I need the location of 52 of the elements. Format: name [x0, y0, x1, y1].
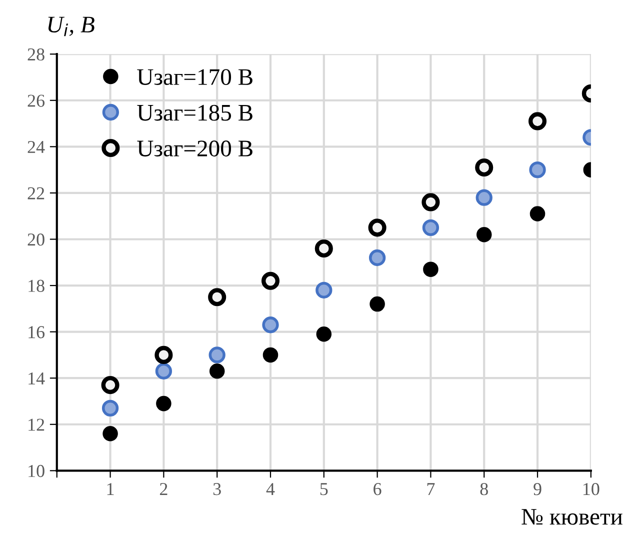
point — [316, 326, 332, 342]
x-tick-label: 7 — [427, 483, 435, 496]
point — [208, 288, 226, 306]
y-tick-label: 20 — [28, 234, 44, 246]
point — [154, 346, 173, 364]
y-tick-label: 26 — [28, 94, 45, 107]
point — [102, 400, 119, 417]
point — [209, 364, 225, 379]
y-tick-label: 18 — [28, 280, 44, 292]
y-tick-label: 12 — [28, 418, 44, 431]
legend-label: Uзаг=170 В — [137, 69, 252, 86]
y-tick-label: 22 — [28, 187, 44, 200]
point — [368, 218, 386, 237]
point — [155, 362, 172, 380]
point — [262, 347, 278, 363]
x-tick-label: 9 — [534, 483, 542, 496]
x-tick-label: 10 — [583, 482, 600, 496]
point — [262, 316, 279, 334]
y-tick-label: 16 — [28, 326, 45, 338]
point — [476, 226, 492, 242]
point — [529, 161, 546, 178]
y-tick-label: 14 — [28, 372, 45, 384]
x-tick-label: 1 — [107, 483, 114, 496]
point — [208, 346, 226, 364]
point — [368, 249, 386, 266]
point — [101, 376, 120, 394]
point — [530, 206, 546, 222]
point — [370, 296, 385, 312]
y-tick-label: 10 — [28, 464, 44, 478]
point — [316, 282, 332, 298]
point — [422, 193, 440, 212]
point — [156, 396, 172, 412]
point — [102, 426, 118, 442]
x-tick-label: 5 — [320, 483, 328, 496]
point — [476, 189, 492, 206]
x-tick-label: 8 — [480, 482, 488, 496]
point — [423, 262, 438, 277]
y-axis-title: U$_{i}$, В — [48, 16, 94, 36]
y-tick-label: 24 — [28, 140, 45, 153]
point — [422, 219, 440, 236]
x-axis-title: № кювети — [522, 509, 622, 525]
x-tick-label: 6 — [374, 483, 382, 496]
point — [475, 158, 494, 177]
x-tick-label: 4 — [266, 483, 275, 496]
point — [528, 112, 547, 130]
y-tick-label: 28 — [28, 48, 44, 61]
point — [261, 272, 280, 290]
legend-label: Uзаг=185 В — [137, 104, 252, 121]
point — [314, 239, 333, 258]
x-tick-label: 3 — [213, 483, 221, 496]
legend-label: Uзаг=200 В — [137, 140, 252, 156]
x-tick-label: 2 — [160, 483, 168, 496]
